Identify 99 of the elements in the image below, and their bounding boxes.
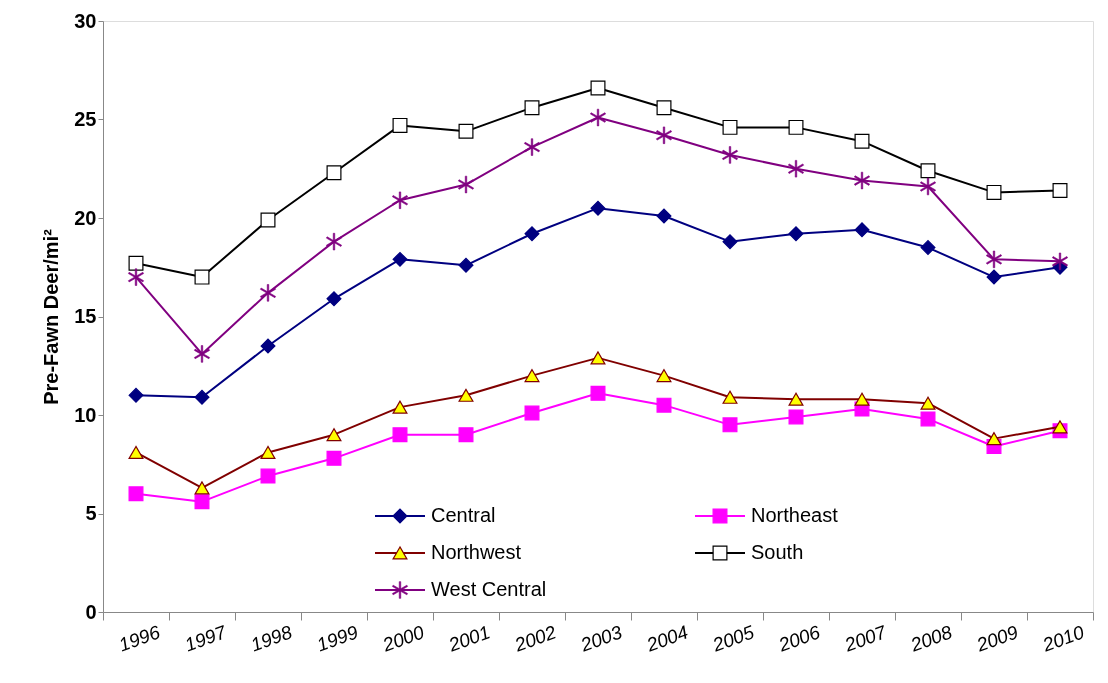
x-tick-label: 1997 (181, 620, 231, 656)
point (392, 427, 408, 443)
x-tick-label: 1996 (115, 621, 164, 656)
point (722, 119, 738, 135)
point (1052, 420, 1068, 434)
point (260, 212, 276, 228)
point (788, 392, 804, 406)
point (458, 427, 474, 443)
point (458, 388, 474, 402)
point (590, 385, 606, 401)
x-tick-label: 1998 (247, 621, 296, 656)
point (788, 409, 804, 425)
point (194, 494, 210, 510)
point (656, 369, 672, 383)
x-tick-label: 2007 (841, 620, 891, 656)
x-tick-label: 1999 (313, 621, 362, 656)
legend-label: Central (431, 504, 496, 526)
point (788, 119, 804, 135)
point (920, 240, 936, 256)
point (854, 392, 870, 406)
point (920, 396, 936, 410)
y-tick-label: 5 (85, 502, 97, 524)
point (194, 389, 210, 405)
point (854, 171, 870, 190)
point (392, 400, 408, 414)
point (128, 268, 144, 286)
point (458, 175, 474, 194)
point (854, 222, 870, 238)
point (986, 269, 1002, 285)
point (128, 387, 144, 403)
point (326, 428, 342, 442)
point (128, 255, 144, 271)
y-tick-label: 20 (74, 206, 97, 229)
point (590, 351, 606, 365)
point (260, 468, 276, 484)
point (920, 411, 936, 427)
point (1052, 182, 1068, 198)
x-tick-label: 2008 (907, 621, 956, 656)
point (722, 417, 738, 433)
point (458, 257, 474, 273)
x-tick-label: 2002 (511, 621, 560, 656)
point (1052, 252, 1068, 271)
point (788, 226, 804, 242)
x-tick-label: 2006 (775, 621, 824, 656)
x-tick-label: 2000 (379, 621, 428, 656)
point (392, 191, 408, 209)
point (194, 481, 210, 495)
legend-label: South (751, 541, 804, 563)
y-axis-title: Pre-Fawn Deer/mi² (40, 228, 63, 405)
point (986, 184, 1002, 200)
point (722, 234, 738, 250)
y-tick-label: 25 (74, 108, 97, 130)
x-tick-label: 2005 (709, 621, 758, 656)
point (260, 338, 276, 354)
point (590, 80, 606, 96)
point (260, 445, 276, 459)
point (326, 291, 342, 307)
point (392, 117, 408, 133)
point (326, 232, 342, 251)
legend-label: Northwest (431, 541, 522, 563)
point (326, 165, 342, 181)
y-tick-label: 10 (74, 403, 97, 426)
x-tick-label: 2001 (445, 621, 493, 656)
point (722, 146, 738, 164)
point (128, 445, 144, 459)
point (524, 138, 540, 156)
point (590, 108, 606, 127)
point (326, 450, 342, 466)
x-tick-label: 2004 (643, 621, 691, 656)
point (920, 163, 936, 179)
y-tick-label: 0 (85, 600, 97, 623)
point (392, 251, 408, 267)
y-tick-label: 15 (74, 305, 97, 327)
point (260, 284, 276, 302)
point (128, 486, 144, 502)
y-tick-label: 30 (74, 9, 97, 32)
point (590, 200, 606, 216)
point (656, 100, 672, 116)
point (524, 226, 540, 242)
point (656, 126, 672, 144)
legend-label: Northeast (751, 504, 839, 526)
point (656, 397, 672, 413)
point (524, 100, 540, 116)
point (524, 369, 540, 383)
point (788, 160, 804, 178)
point (854, 133, 870, 149)
point (656, 208, 672, 224)
legend-label: West Central (431, 578, 547, 600)
x-tick-label: 2003 (577, 621, 626, 656)
point (458, 123, 474, 139)
point (920, 177, 936, 196)
point (722, 390, 738, 404)
point (194, 345, 210, 363)
x-tick-label: 2009 (973, 621, 1022, 656)
x-tick-label: 2010 (1039, 621, 1088, 656)
point (524, 405, 540, 421)
point (986, 432, 1002, 446)
point (194, 269, 210, 285)
point (986, 250, 1002, 269)
